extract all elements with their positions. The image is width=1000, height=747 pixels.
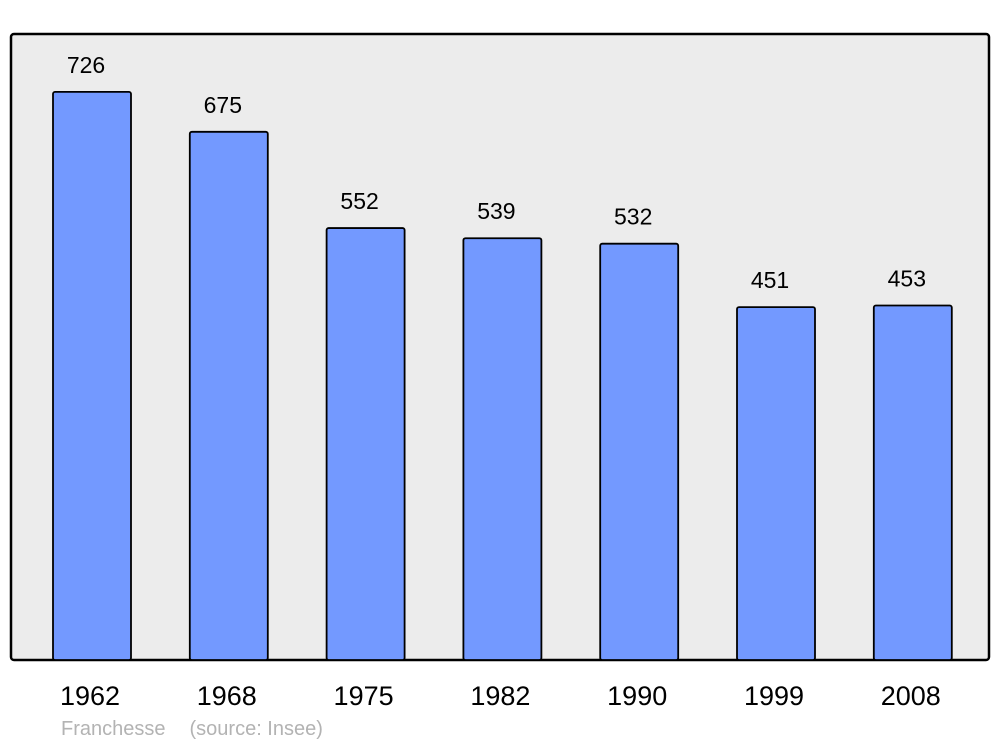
data-label-1999: 451 (751, 267, 789, 293)
bar-2008 (872, 304, 953, 661)
data-label-1968: 675 (204, 92, 242, 118)
bar-1982 (462, 237, 543, 661)
x-tick-label-1975: 1975 (334, 681, 394, 711)
data-label-2008: 453 (888, 266, 926, 292)
bar-1990 (599, 242, 680, 661)
bar-1962 (52, 91, 132, 661)
x-tick-label-1982: 1982 (470, 681, 530, 711)
x-tick-label-1999: 1999 (744, 681, 804, 711)
bar-1975 (325, 227, 406, 661)
x-tick-label-1962: 1962 (60, 681, 120, 711)
bar-1968 (188, 130, 269, 661)
data-label-1982: 539 (477, 198, 515, 224)
data-label-1975: 552 (340, 188, 378, 214)
footer: Franchesse (source: Insee) (61, 718, 347, 741)
data-label-1962: 726 (67, 52, 105, 78)
footer-source: (source: Insee) (189, 718, 323, 740)
data-label-1990: 532 (614, 204, 652, 230)
x-tick-label-1968: 1968 (197, 681, 257, 711)
bar-1999 (736, 306, 816, 661)
footer-place: Franchesse (61, 718, 166, 740)
x-tick-label-1990: 1990 (607, 681, 667, 711)
x-tick-label-2008: 2008 (881, 681, 941, 711)
